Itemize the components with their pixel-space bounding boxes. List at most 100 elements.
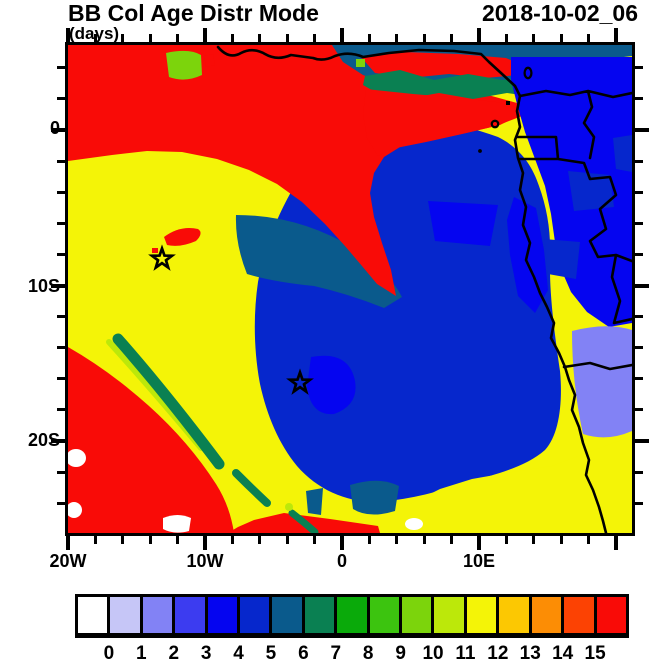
axis-tick: [148, 536, 152, 544]
region-white-patch: [405, 518, 423, 530]
country-borders: [516, 89, 632, 371]
axis-tick: [587, 536, 591, 544]
region-royal-patch: [568, 171, 614, 211]
axis-tick: [635, 283, 649, 288]
axis-tick: [57, 252, 65, 256]
colorbar-tick-label: 14: [552, 643, 574, 664]
colorbar-cell: [369, 597, 400, 633]
axis-tick: [93, 536, 97, 544]
colorbar-cell: [337, 597, 367, 633]
axis-tick: [635, 501, 643, 505]
axis-tick: [57, 377, 65, 381]
colorbar-cell: [304, 597, 335, 633]
region-red-blob-small: [164, 228, 201, 246]
axis-tick: [635, 97, 643, 101]
colorbar-cell: [596, 597, 626, 633]
axis-tick: [203, 536, 208, 550]
axis-tick: [57, 66, 65, 70]
colorbar-cell: [402, 597, 432, 633]
region-seagreen-band: [363, 70, 548, 99]
axis-tick: [635, 221, 643, 225]
region-red-tongue: [363, 89, 522, 156]
region-teal-patch: [350, 480, 399, 515]
colorbar-tick-label: 7: [330, 643, 342, 664]
region-red-speck: [204, 54, 215, 67]
x-axis-tick-label: 10E: [462, 551, 496, 571]
colorbar-cell: [78, 597, 108, 633]
map-svg: [68, 45, 632, 533]
axis-tick: [505, 536, 509, 544]
axis-tick: [57, 315, 65, 319]
region-teal-patch: [306, 488, 323, 515]
axis-tick: [635, 252, 643, 256]
y-axis-tick-label: 20S: [27, 430, 60, 450]
axis-tick: [635, 190, 643, 194]
colorbar-cell: [564, 597, 594, 633]
axis-tick: [635, 315, 643, 319]
axis-tick: [258, 536, 262, 544]
axis-tick: [587, 34, 591, 42]
region-teal-wedge: [235, 215, 402, 308]
axis-tick: [230, 536, 234, 544]
axis-tick: [635, 128, 649, 132]
axis-tick: [51, 128, 65, 132]
axis-tick: [532, 34, 536, 42]
axis-tick: [368, 536, 371, 544]
axis-tick: [285, 34, 289, 42]
axis-tick: [614, 536, 619, 550]
axis-tick: [57, 501, 65, 505]
region-lightgreen-speck: [356, 59, 365, 67]
region-seagreen-stripe: [112, 333, 225, 470]
region-brightblue-patch: [307, 355, 356, 415]
island-outline: [490, 119, 500, 129]
colorbar-cell: [175, 597, 205, 633]
coastline: [216, 45, 608, 533]
colorbar-tick-label: 4: [233, 643, 244, 664]
axis-tick: [57, 190, 65, 194]
axis-tick: [121, 34, 125, 42]
axis-tick: [477, 28, 482, 42]
axis-tick: [368, 34, 371, 42]
colorbar-tick-label: 9: [395, 643, 406, 664]
axis-tick: [57, 97, 65, 101]
axis-tick: [93, 34, 97, 42]
axis-tick: [51, 439, 65, 443]
colorbar-tick-label: 15: [584, 643, 606, 664]
region-royal-patch: [613, 135, 632, 172]
region-seagreen-stripe: [232, 469, 271, 507]
colorbar-cell: [499, 597, 529, 633]
axis-tick: [559, 536, 563, 544]
axis-tick: [532, 536, 536, 544]
colorbar-cell: [272, 597, 302, 633]
axis-tick: [635, 159, 643, 163]
axis-tick: [57, 408, 65, 412]
axis-tick: [635, 66, 643, 70]
region-white-patch: [68, 449, 86, 467]
colorbar-cell: [110, 597, 140, 633]
region-royal-patch: [544, 239, 580, 279]
axis-tick: [51, 283, 65, 288]
island-outline: [523, 66, 533, 80]
axis-tick: [121, 536, 125, 544]
colorbar-tick-label: 13: [519, 643, 541, 664]
colorbar-tick-label: 11: [455, 643, 476, 664]
page-title: BB Col Age Distr Mode: [68, 0, 319, 26]
colorbar-tick-label: 8: [362, 643, 374, 664]
axis-tick: [395, 536, 399, 544]
axis-tick: [422, 34, 426, 42]
colorbar-tick-label: 0: [103, 643, 115, 664]
region-red-speck: [152, 248, 158, 253]
axis-tick: [340, 28, 345, 42]
region-yellowgreen-speck: [285, 503, 293, 511]
axis-tick: [635, 408, 643, 412]
colorbar-cell: [434, 597, 464, 633]
colorbar-cell: [142, 597, 173, 633]
axis-tick: [230, 34, 234, 42]
region-white-patch: [163, 515, 191, 533]
axis-tick: [450, 34, 454, 42]
island-dot: [478, 149, 482, 153]
axis-tick: [635, 346, 643, 350]
axis-tick: [422, 536, 426, 544]
axis-tick: [176, 536, 180, 544]
